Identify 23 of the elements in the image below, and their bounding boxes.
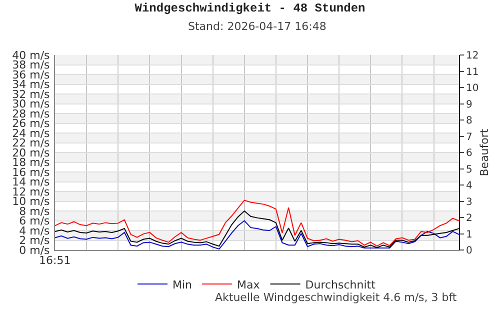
y2-tick-label: 4 xyxy=(466,180,472,192)
y2-tick-label: 3 xyxy=(466,196,472,208)
y2-tick-label: 6 xyxy=(466,148,472,159)
y2-tick-label: 12 xyxy=(466,50,479,62)
y2-tick-label: 1 xyxy=(466,229,472,240)
text: 16:51 xyxy=(39,254,71,267)
y2-tick-label: 11 xyxy=(466,66,479,78)
y2-tick-label: 10 xyxy=(466,83,479,94)
y2-tick-label: 8 xyxy=(466,116,472,126)
y2-tick-label: 0 xyxy=(466,246,472,256)
legend-label: Max xyxy=(237,278,260,292)
y2-tick-label: 7 xyxy=(466,132,472,143)
text: Aktuelle Windgeschwindigkeit 4.6 m/s, 3 bft xyxy=(215,291,458,304)
y2-tick-label: 2 xyxy=(466,213,472,224)
y2-tick-label: 9 xyxy=(466,99,472,110)
chart-subtitle: Stand: 2026-04-17 16:48 xyxy=(188,20,326,33)
chart-title: Windgeschwindigkeit - 48 Stunden xyxy=(134,2,366,16)
legend-label: Durchschnitt xyxy=(305,278,376,292)
line-series xyxy=(55,200,459,247)
y2-tick-label: 5 xyxy=(466,164,472,176)
legend-label: Min xyxy=(172,278,192,292)
y-tick-label: 30 m/s xyxy=(12,98,50,111)
y2-axis-title: Beaufort xyxy=(478,128,491,176)
